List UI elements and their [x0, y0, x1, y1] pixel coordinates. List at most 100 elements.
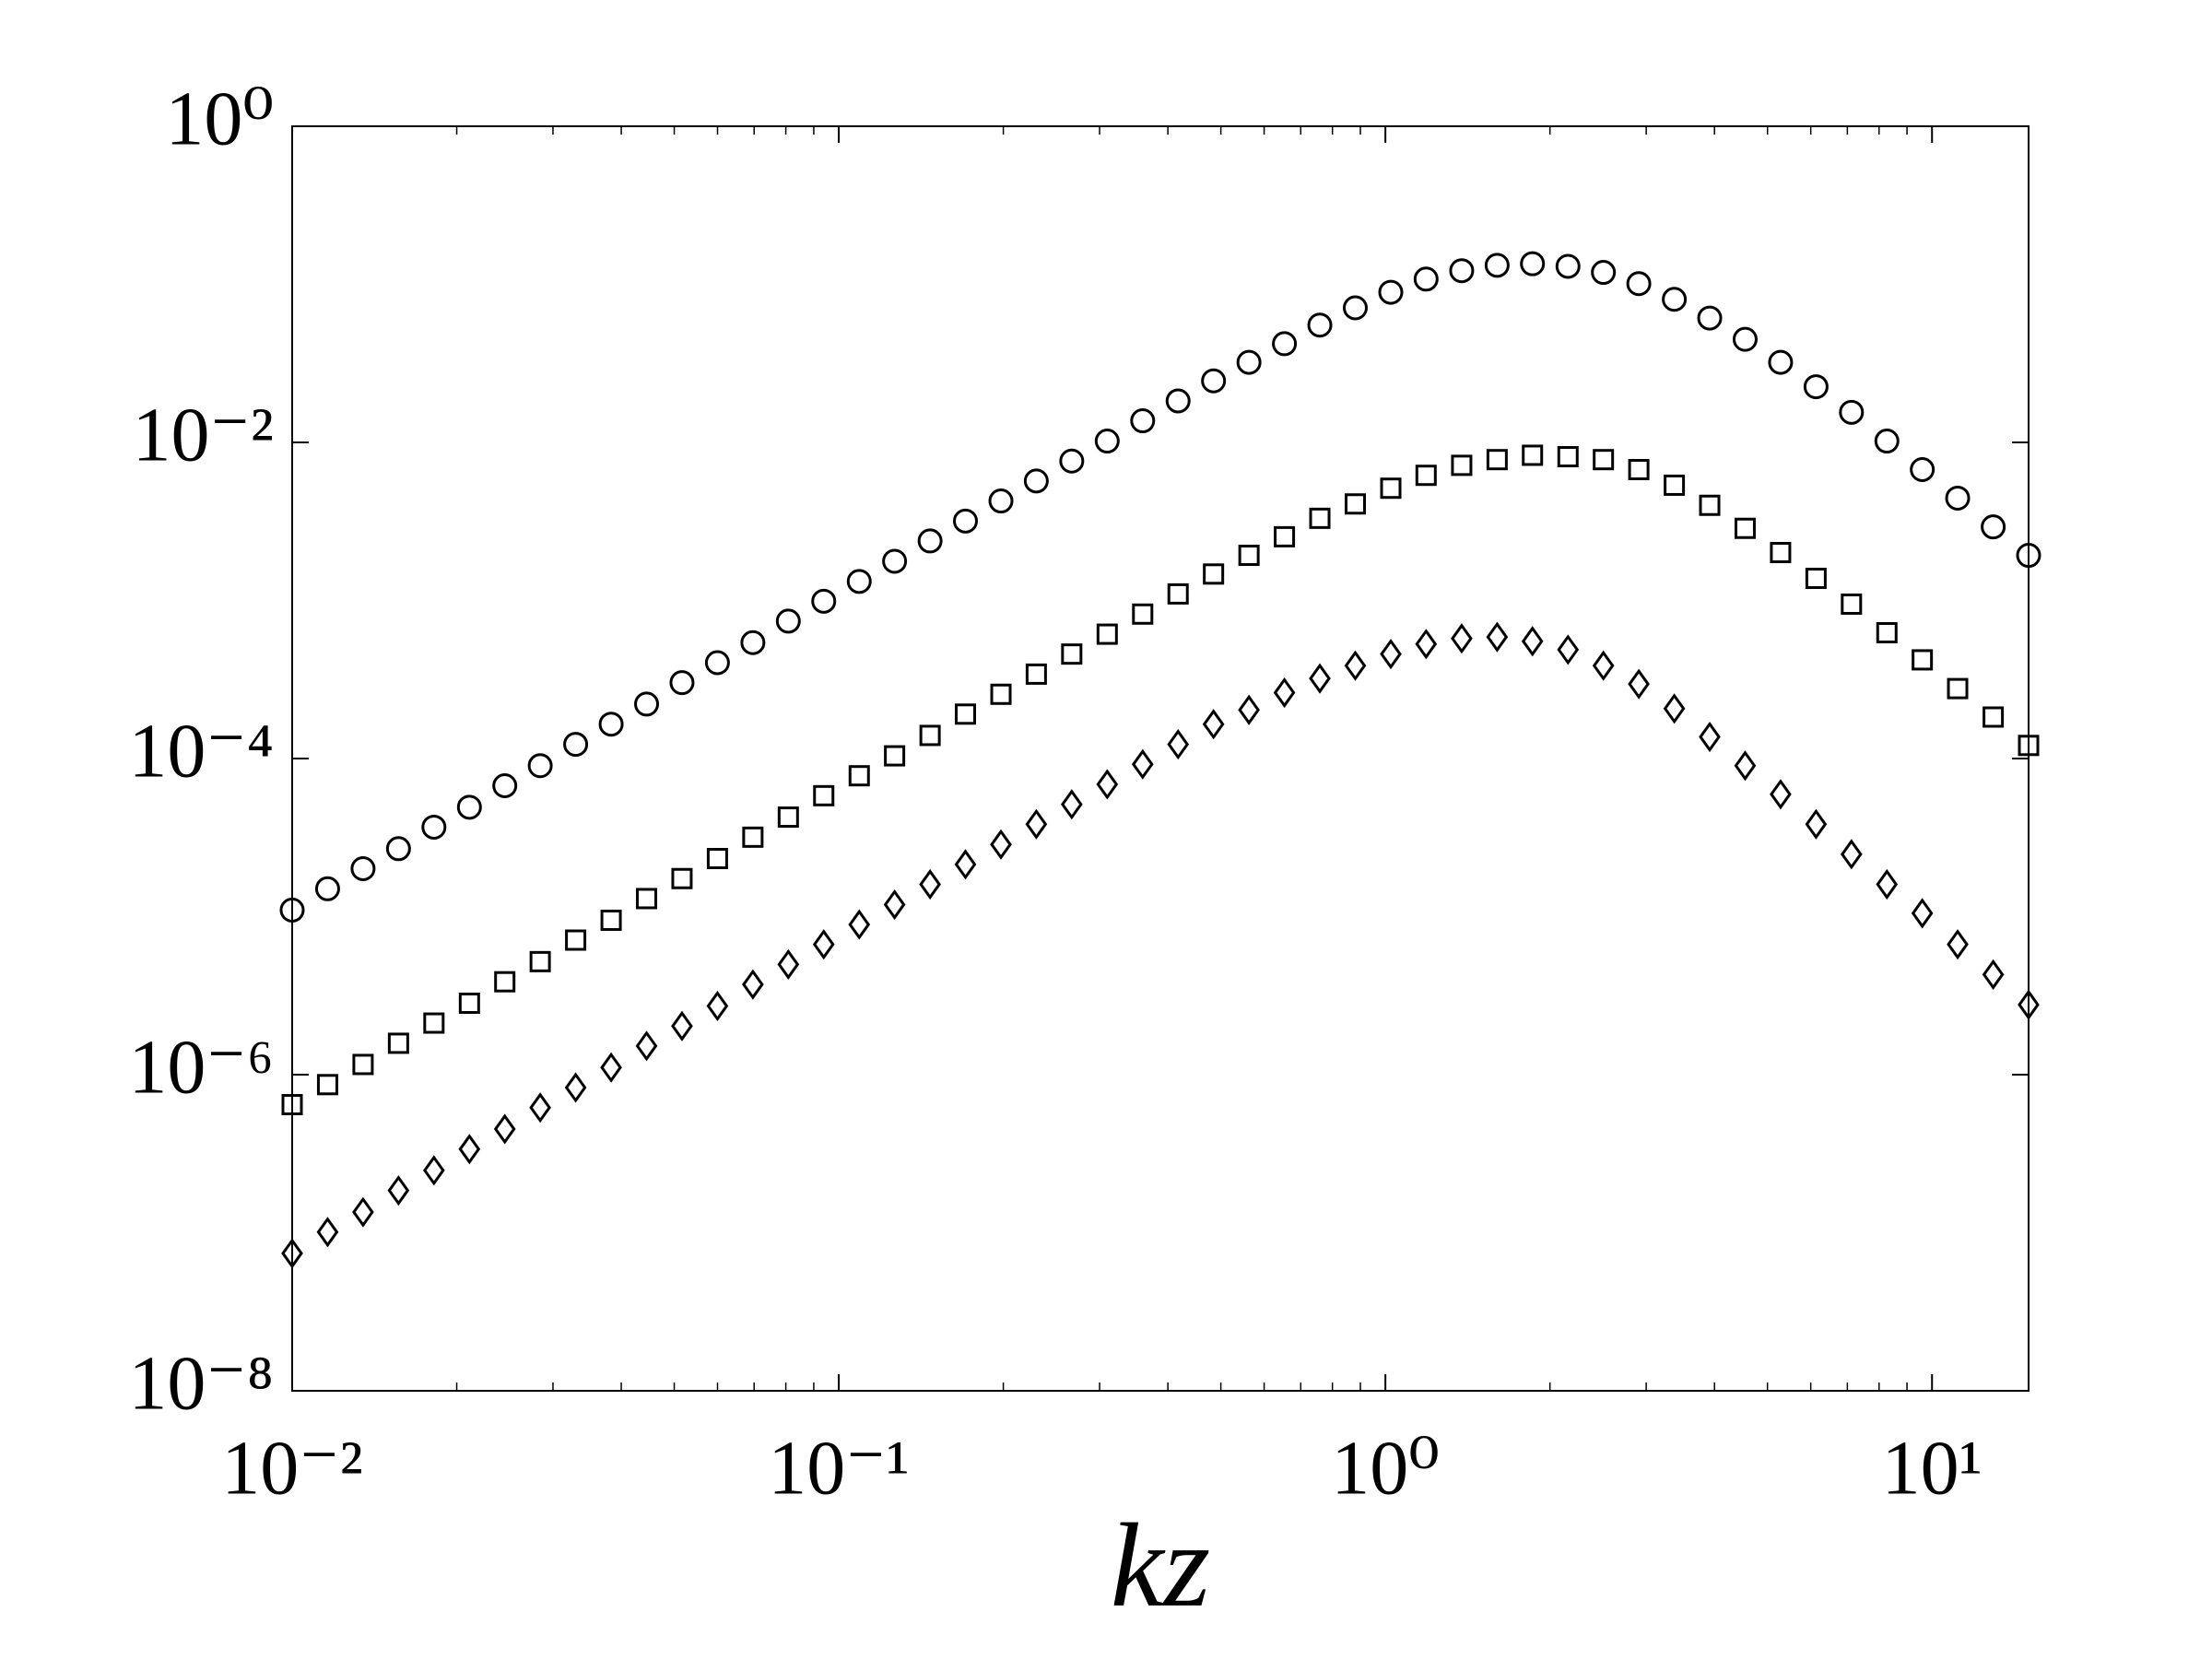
square-marker [1061, 643, 1083, 665]
square-marker [1486, 449, 1508, 471]
circle-marker [882, 548, 908, 574]
diamond-marker [812, 929, 835, 960]
square-marker [919, 724, 941, 747]
diamond-marker [1947, 929, 1969, 960]
circle-marker [1626, 271, 1652, 297]
square-marker [1805, 568, 1827, 590]
circle-marker [1981, 514, 2006, 540]
diamond-marker [1451, 623, 1473, 654]
square-marker [1664, 474, 1686, 496]
circle-marker [704, 650, 730, 676]
diamond-marker [919, 868, 941, 900]
diamond-marker [706, 990, 729, 1022]
x-tick-label: 10¹ [1882, 1425, 1983, 1511]
diamond-marker [1380, 639, 1402, 670]
circle-marker [1236, 349, 1262, 375]
diamond-marker [281, 1238, 303, 1269]
square-marker [1415, 465, 1437, 487]
x-tick-label: 10⁰ [1331, 1425, 1440, 1511]
y-tick-label: 10⁻⁶ [128, 1024, 274, 1110]
circle-marker [846, 569, 872, 594]
diamond-marker [883, 888, 906, 921]
x-axis-label: kz [1111, 1500, 1210, 1632]
square-marker [1274, 525, 1296, 547]
circle-marker [1484, 253, 1510, 278]
circle-marker [492, 772, 518, 798]
diamond-marker [848, 909, 871, 940]
square-marker [529, 950, 551, 972]
circle-marker [385, 836, 411, 862]
circle-marker [279, 897, 305, 923]
diamond-marker [1415, 629, 1438, 660]
circle-marker [1201, 368, 1227, 394]
circle-marker [1555, 253, 1581, 279]
diamond-marker [1238, 694, 1260, 725]
diamond-marker [422, 1155, 445, 1186]
circle-marker [1130, 408, 1156, 434]
circle-marker [1874, 429, 1900, 454]
circle-marker [775, 608, 801, 634]
circle-marker [1697, 305, 1723, 331]
square-marker [494, 971, 516, 993]
square-marker [1344, 493, 1366, 515]
square-marker [848, 765, 870, 787]
diamond-marker [564, 1072, 587, 1103]
square-marker [1912, 649, 1934, 671]
square-marker [1876, 622, 1898, 644]
circle-marker [1165, 388, 1191, 414]
circle-marker [598, 712, 624, 737]
circle-marker [988, 488, 1014, 514]
circle-marker [1023, 468, 1049, 494]
circle-marker [1272, 331, 1298, 357]
circle-marker [563, 732, 589, 758]
diamond-marker [635, 1030, 658, 1062]
diamond-marker [1734, 750, 1757, 782]
square-marker [316, 1074, 338, 1096]
square-marker [1096, 623, 1118, 645]
square-marker [1380, 477, 1402, 500]
circle-marker [1732, 326, 1758, 352]
circle-marker [1910, 456, 1936, 482]
square-marker [1309, 507, 1331, 529]
diamond-marker [1344, 650, 1367, 681]
y-tick-label: 10⁻⁴ [128, 708, 274, 794]
square-marker [1628, 458, 1650, 480]
square-marker [458, 993, 480, 1015]
diamond-marker [600, 1052, 622, 1083]
diamond-marker [1486, 621, 1509, 653]
square-marker [1557, 446, 1579, 468]
diamond-marker [316, 1217, 339, 1248]
diamond-marker [1309, 663, 1331, 694]
square-marker [1167, 582, 1189, 605]
circle-marker [740, 629, 766, 655]
circle-marker [527, 753, 553, 779]
circle-marker [917, 528, 943, 554]
circle-marker [350, 856, 376, 882]
diamond-marker [1131, 748, 1154, 780]
circle-marker [1591, 260, 1617, 286]
diamond-marker [1557, 634, 1580, 665]
diamond-marker [1911, 898, 1934, 929]
diamond-marker [1273, 677, 1296, 709]
square-marker [565, 929, 587, 951]
square-marker [387, 1032, 409, 1054]
square-marker [600, 909, 622, 931]
diamond-marker [954, 849, 977, 880]
diamond-marker [458, 1134, 481, 1165]
diamond-marker [1025, 808, 1048, 840]
diamond-marker [1840, 839, 1863, 870]
square-marker [352, 1053, 374, 1076]
diamond-marker [1805, 808, 1828, 840]
circle-marker [1803, 374, 1829, 400]
diamond-marker [1060, 789, 1083, 820]
square-marker [1593, 449, 1615, 471]
diamond-marker [529, 1092, 551, 1124]
circle-marker [1662, 287, 1688, 312]
square-marker [636, 888, 658, 910]
circle-marker [314, 876, 340, 901]
y-tick-label: 10⁻² [132, 392, 274, 477]
diamond-marker [387, 1175, 410, 1206]
square-marker [1025, 663, 1047, 685]
diamond-marker [1699, 721, 1721, 753]
